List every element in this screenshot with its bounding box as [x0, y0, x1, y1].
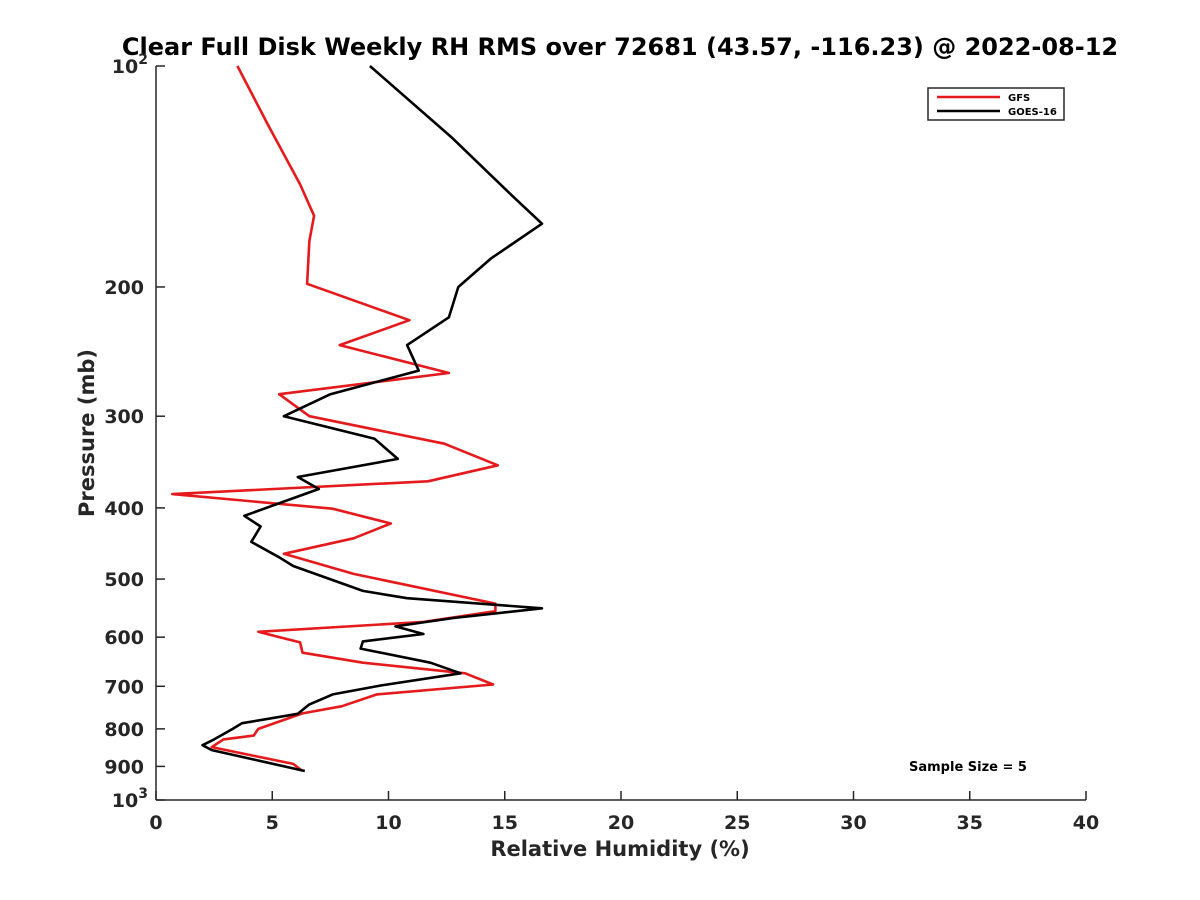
- y-tick-label: 103: [112, 786, 148, 812]
- series-group: [171, 65, 544, 773]
- x-tick-label: 35: [957, 812, 983, 834]
- y-tick-label: 500: [104, 569, 144, 591]
- sample-size-annotation: Sample Size = 5: [909, 760, 1027, 775]
- x-tick-label: 5: [266, 812, 279, 834]
- x-tick-label: 25: [724, 812, 750, 834]
- y-tick-label: 400: [104, 498, 144, 520]
- y-tick-label: 900: [104, 756, 144, 778]
- x-axis-label: Relative Humidity (%): [490, 837, 749, 861]
- y-tick-label: 200: [104, 277, 144, 299]
- y-tick-label: 700: [104, 676, 144, 698]
- x-tick-label: 10: [375, 812, 401, 834]
- series-line-gfs: [171, 65, 500, 773]
- x-tick-label: 40: [1073, 812, 1099, 834]
- series-line-goes-16: [201, 65, 544, 773]
- x-tick-label: 20: [608, 812, 634, 834]
- y-tick-label: 800: [104, 719, 144, 741]
- y-tick-label: 300: [104, 406, 144, 428]
- tick-group: 0 5 10 15 20 25 30 35 40 102 200 300 400 500 600 700 800…: [104, 52, 1099, 834]
- legend-label: GFS: [1008, 93, 1030, 104]
- y-tick-label: 102: [112, 52, 148, 78]
- legend: GFS GOES-16: [927, 87, 1065, 121]
- y-tick-label: 600: [104, 627, 144, 649]
- x-tick-label: 30: [840, 812, 866, 834]
- legend-label: GOES-16: [1008, 107, 1057, 118]
- chart-title: Clear Full Disk Weekly RH RMS over 72681…: [122, 33, 1118, 61]
- y-axis-label: Pressure (mb): [75, 349, 99, 517]
- x-tick-label: 0: [149, 812, 162, 834]
- legend-box: [927, 87, 1065, 121]
- x-tick-label: 15: [492, 812, 518, 834]
